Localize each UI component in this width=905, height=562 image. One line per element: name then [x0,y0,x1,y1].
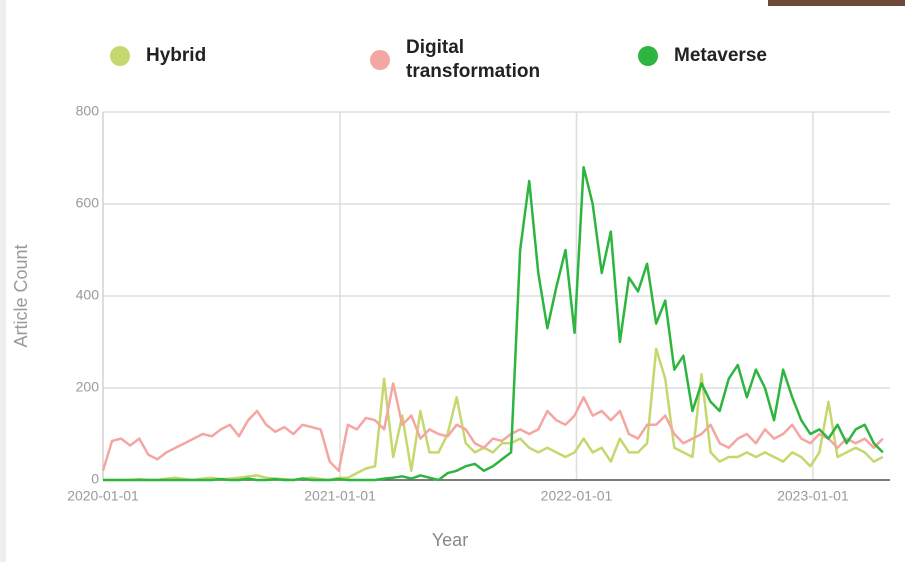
y-tick-label: 800 [76,103,100,119]
series-line [103,167,883,480]
frame-edge [0,0,6,562]
y-tick-label: 200 [76,379,100,395]
chart: Article Count Year 0 200 400 600 800 2020-01-… [0,0,905,562]
y-tick-label: 0 [91,471,99,487]
page: HybridDigital transformationMetaverse Ar… [0,0,905,562]
x-axis-label: Year [432,530,468,550]
series-line [103,349,883,480]
x-tick-label: 2021-01-01 [304,488,376,504]
y-tick-label: 600 [76,195,100,211]
series-line [103,383,883,470]
x-tick-label: 2020-01-01 [67,488,139,504]
y-axis-label: Article Count [11,244,31,347]
y-tick-label: 400 [76,287,100,303]
x-tick-label: 2023-01-01 [777,488,849,504]
x-tick-label: 2022-01-01 [541,488,613,504]
corner-image [768,0,905,6]
